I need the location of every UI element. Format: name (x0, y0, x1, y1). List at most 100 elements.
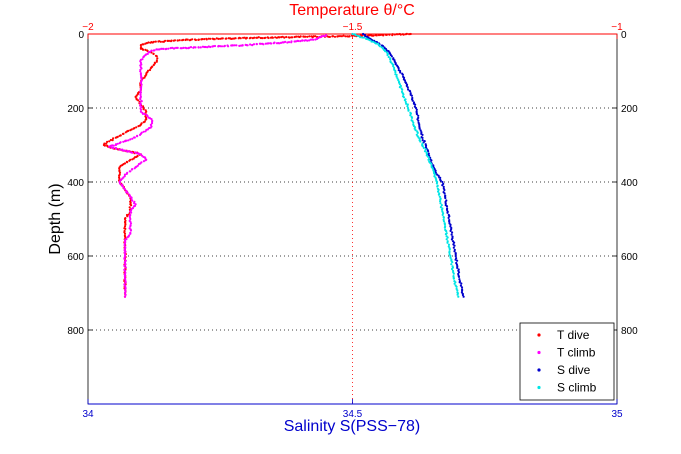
y-tick-label-left: 400 (67, 178, 84, 189)
data-point (438, 195, 441, 198)
data-point (219, 45, 222, 48)
data-point (157, 40, 160, 43)
data-point (324, 34, 328, 37)
data-point (124, 271, 127, 274)
data-point (453, 250, 456, 253)
data-point (112, 137, 115, 140)
data-point (422, 146, 425, 149)
data-point (158, 48, 161, 51)
data-point (301, 39, 304, 42)
data-point (207, 37, 210, 40)
y-axis-title: Depth (m) (47, 183, 64, 254)
data-point (118, 171, 122, 174)
bottom-tick-label: 34.5 (343, 409, 363, 420)
data-point (404, 33, 407, 36)
bottom-tick-label: 35 (611, 409, 623, 420)
data-point (452, 276, 455, 279)
data-point (129, 231, 132, 234)
data-point (443, 188, 446, 192)
data-point (374, 34, 377, 37)
data-point (171, 46, 174, 50)
data-point (370, 40, 373, 43)
data-point (131, 207, 134, 210)
data-point (139, 72, 142, 75)
data-point (401, 95, 405, 98)
data-point (444, 196, 447, 200)
y-tick-label-left: 800 (67, 326, 84, 337)
data-point (133, 204, 137, 207)
data-point (388, 33, 391, 36)
data-point (140, 85, 143, 88)
data-point (142, 130, 145, 133)
data-point (212, 45, 215, 48)
data-point (367, 38, 370, 41)
data-point (129, 129, 132, 132)
data-point (123, 268, 126, 271)
data-point (403, 79, 406, 82)
data-point (140, 100, 143, 103)
data-point (246, 44, 249, 47)
data-point (155, 55, 158, 58)
data-point (333, 35, 337, 38)
data-point (237, 37, 240, 40)
data-point (122, 140, 125, 143)
data-point (124, 293, 127, 296)
data-point (180, 47, 183, 50)
data-point (421, 139, 424, 142)
data-point (447, 216, 450, 219)
data-point (176, 39, 179, 42)
data-point (458, 281, 461, 284)
data-point (223, 44, 226, 48)
data-point (293, 35, 296, 39)
data-point (128, 193, 131, 196)
data-point (457, 272, 460, 276)
data-point (396, 77, 399, 80)
data-point (405, 102, 408, 105)
data-point (126, 161, 129, 164)
data-point (200, 38, 203, 41)
y-tick-label-left: 600 (67, 252, 84, 263)
data-point (243, 36, 246, 39)
data-point (123, 232, 127, 235)
data-point (302, 35, 305, 38)
data-point (401, 33, 404, 36)
data-point (456, 259, 459, 262)
data-point (452, 246, 455, 249)
data-point (425, 151, 428, 154)
data-point (389, 57, 392, 60)
data-point (108, 140, 111, 143)
data-point (259, 36, 262, 40)
data-point (134, 151, 137, 154)
data-point (209, 37, 212, 40)
data-point (136, 134, 139, 137)
data-point (299, 40, 302, 43)
data-point (441, 210, 444, 213)
data-point (129, 224, 132, 227)
data-point (395, 75, 398, 78)
data-point (398, 32, 401, 36)
data-point (460, 286, 464, 289)
data-point (140, 75, 143, 78)
data-point (255, 36, 258, 39)
data-point (434, 171, 437, 174)
data-point (111, 144, 114, 147)
data-point (453, 244, 456, 247)
data-point (423, 150, 427, 153)
legend-label: S climb (557, 381, 597, 395)
data-point (338, 35, 342, 38)
data-point (139, 90, 142, 93)
data-point (409, 92, 412, 95)
data-point (124, 266, 127, 269)
data-point (133, 200, 136, 203)
data-point (448, 253, 451, 256)
data-point (446, 240, 449, 243)
data-point (415, 113, 419, 116)
data-point (197, 46, 200, 49)
data-point (459, 284, 462, 287)
data-point (441, 213, 444, 216)
data-point (454, 253, 457, 256)
data-point (410, 94, 413, 97)
data-point (408, 33, 411, 36)
y-tick-label-right: 800 (621, 326, 638, 337)
data-point (144, 48, 147, 52)
